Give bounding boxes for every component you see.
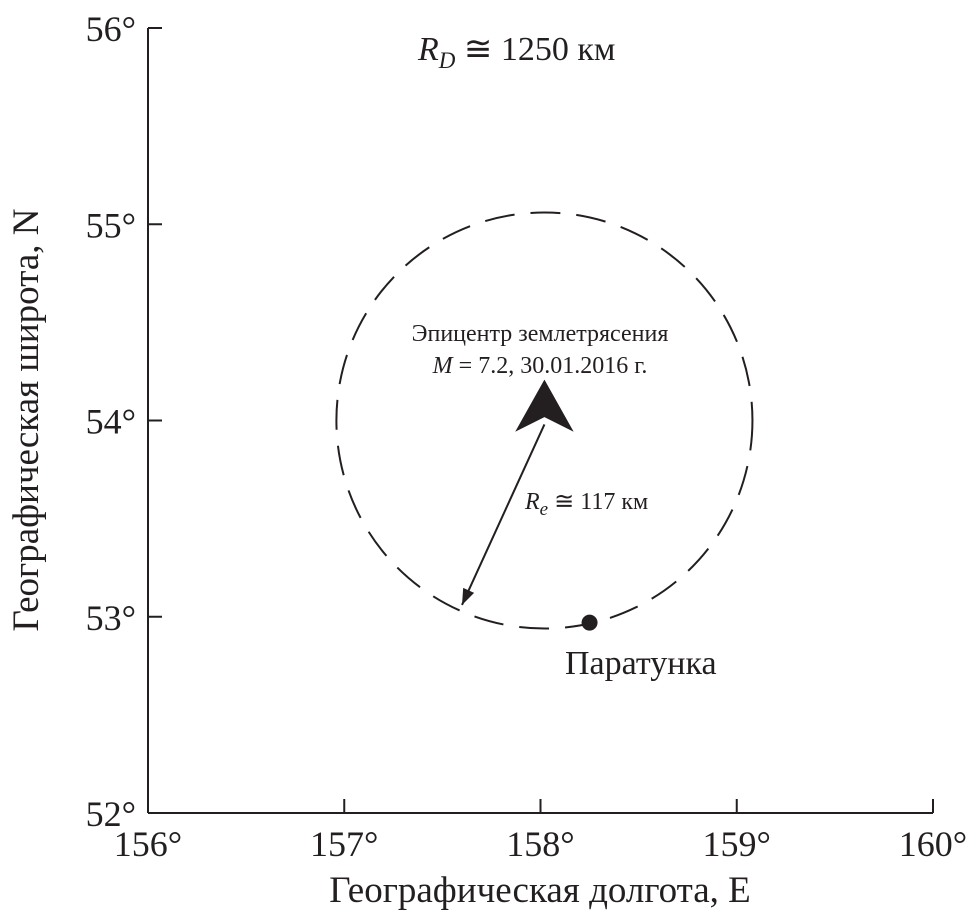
y-tick-label: 52° bbox=[86, 794, 136, 834]
re-annotation: Re ≅ 117 км bbox=[524, 489, 648, 520]
plot-layer bbox=[335, 211, 754, 631]
x-tick-label: 158° bbox=[506, 824, 574, 864]
re-subscript: e bbox=[540, 499, 548, 520]
rd-annotation: RD ≅ 1250 км bbox=[417, 31, 615, 73]
epicenter-label-line2: M = 7.2, 30.01.2016 г. bbox=[432, 353, 648, 379]
x-tick-label: 159° bbox=[703, 824, 771, 864]
rd-symbol: R bbox=[417, 31, 439, 68]
re-symbol: R bbox=[524, 489, 540, 515]
y-tick-label: 53° bbox=[86, 598, 136, 638]
tick-labels: 156° 157° 158° 159° 160° 52° 53° 54° 55° 56° bbox=[86, 9, 968, 864]
epicenter-label-line1: Эпицентр землетрясения bbox=[412, 321, 669, 347]
y-tick-label: 56° bbox=[86, 9, 136, 49]
axes bbox=[147, 28, 933, 814]
magnitude-symbol: M bbox=[432, 353, 455, 379]
ticks bbox=[147, 27, 934, 814]
station-marker bbox=[581, 614, 598, 631]
y-axis-title: Географическая широта, N bbox=[6, 209, 47, 632]
radius-circle bbox=[335, 211, 754, 630]
x-axis-title: Географическая долгота, E bbox=[329, 870, 751, 911]
x-tick-label: 156° bbox=[114, 824, 182, 864]
x-tick-label: 157° bbox=[310, 824, 378, 864]
y-tick-label: 54° bbox=[86, 402, 136, 442]
rd-value: ≅ 1250 км bbox=[455, 31, 615, 68]
radius-arrow bbox=[461, 424, 546, 606]
y-tick-label: 55° bbox=[86, 205, 136, 245]
epicenter-marker bbox=[515, 379, 574, 432]
station-label: Паратунка bbox=[565, 645, 717, 682]
x-tick-label: 160° bbox=[899, 824, 967, 864]
magnitude-date: = 7.2, 30.01.2016 г. bbox=[453, 353, 648, 379]
rd-subscript: D bbox=[438, 48, 456, 73]
radius-arrowhead bbox=[462, 587, 475, 605]
re-value: ≅ 117 км bbox=[548, 489, 648, 515]
